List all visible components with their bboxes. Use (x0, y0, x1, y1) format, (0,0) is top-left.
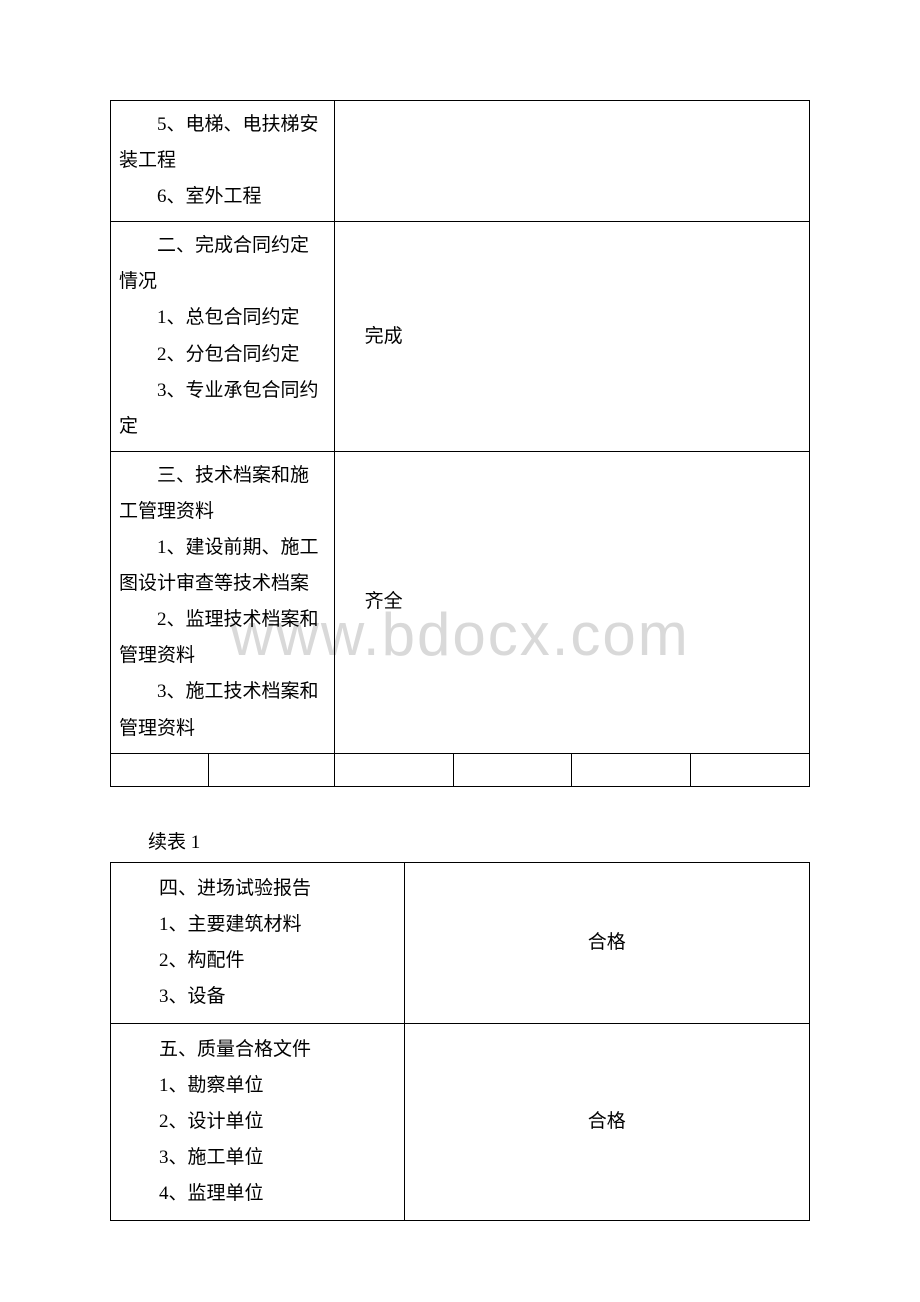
empty-cell (334, 753, 453, 786)
list-item: 1、总包合同约定 (119, 300, 326, 336)
empty-cell (572, 753, 691, 786)
document-page: 5、电梯、电扶梯安装工程 6、室外工程 二、完成合同约定情况 1、总包合同约定 … (0, 0, 920, 1221)
table-row: 二、完成合同约定情况 1、总包合同约定 2、分包合同约定 3、专业承包合同约定 … (111, 222, 810, 452)
empty-cell (453, 753, 572, 786)
table-row: 五、质量合格文件 1、勘察单位 2、设计单位 3、施工单位 4、监理单位 合格 (111, 1023, 810, 1220)
list-item: 5、电梯、电扶梯安装工程 (119, 107, 326, 179)
list-item: 二、完成合同约定情况 (119, 228, 326, 300)
table-caption: 续表 1 (148, 827, 810, 854)
list-item: 3、施工技术档案和管理资料 (119, 674, 326, 746)
list-item: 2、分包合同约定 (119, 337, 326, 373)
table-row: 三、技术档案和施工管理资料 1、建设前期、施工图设计审查等技术档案 2、监理技术… (111, 451, 810, 753)
list-item: 2、监理技术档案和管理资料 (119, 602, 326, 674)
list-item: 6、室外工程 (119, 179, 326, 215)
list-item: 三、技术档案和施工管理资料 (119, 458, 326, 530)
table-2: 四、进场试验报告 1、主要建筑材料 2、构配件 3、设备 合格 五、质量合格文件… (110, 862, 810, 1222)
list-item: 1、主要建筑材料 (121, 907, 394, 943)
empty-cell (208, 753, 334, 786)
empty-cell (691, 753, 810, 786)
list-item: 3、施工单位 (121, 1140, 394, 1176)
list-item: 1、建设前期、施工图设计审查等技术档案 (119, 530, 326, 602)
value-cell: 合格 (404, 1023, 809, 1220)
table-row: 5、电梯、电扶梯安装工程 6、室外工程 (111, 101, 810, 222)
value-cell: 齐全 (334, 451, 809, 753)
value-cell (334, 101, 809, 222)
list-item: 3、专业承包合同约定 (119, 373, 326, 445)
list-item: 2、设计单位 (121, 1104, 394, 1140)
table-row (111, 753, 810, 786)
list-item: 2、构配件 (121, 943, 394, 979)
table-1: 5、电梯、电扶梯安装工程 6、室外工程 二、完成合同约定情况 1、总包合同约定 … (110, 100, 810, 787)
empty-cell (111, 753, 209, 786)
list-item: 五、质量合格文件 (121, 1032, 394, 1068)
list-item: 4、监理单位 (121, 1176, 394, 1212)
value-cell: 完成 (334, 222, 809, 452)
list-item: 四、进场试验报告 (121, 871, 394, 907)
list-item: 3、设备 (121, 979, 394, 1015)
value-cell: 合格 (404, 862, 809, 1023)
list-item: 1、勘察单位 (121, 1068, 394, 1104)
table-row: 四、进场试验报告 1、主要建筑材料 2、构配件 3、设备 合格 (111, 862, 810, 1023)
